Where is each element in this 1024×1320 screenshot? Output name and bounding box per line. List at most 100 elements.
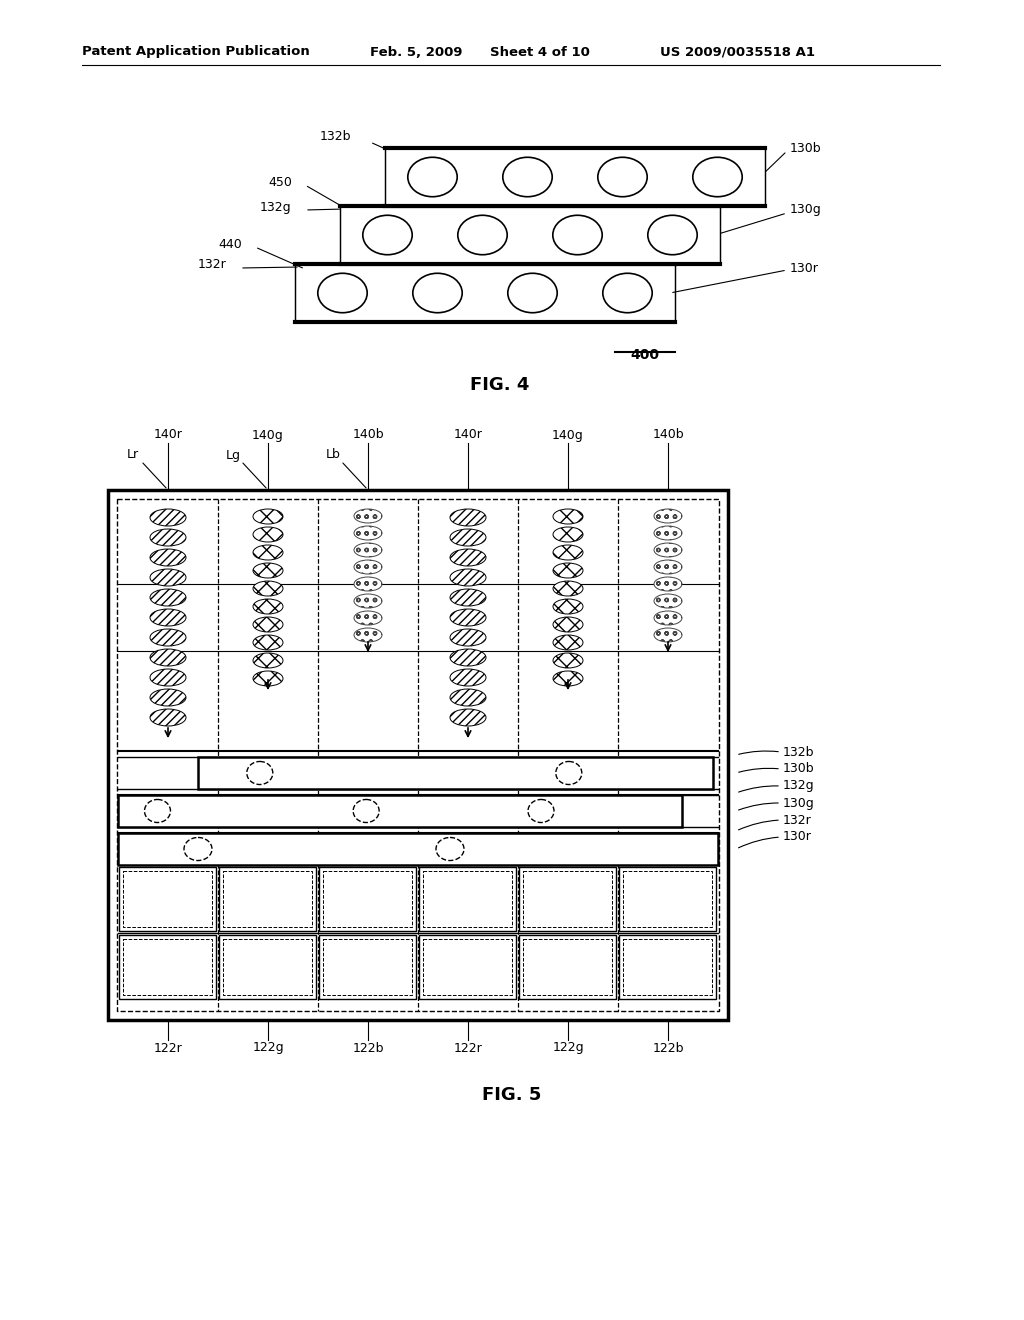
Bar [319,935,416,999]
Ellipse shape [450,669,486,686]
Ellipse shape [354,560,382,574]
Text: Lg: Lg [225,449,241,462]
Bar [519,935,616,999]
Text: 132r: 132r [198,259,226,272]
Ellipse shape [450,689,486,706]
Ellipse shape [654,510,682,523]
Text: 122b: 122b [352,1041,384,1055]
Ellipse shape [553,564,583,578]
Ellipse shape [150,589,186,606]
Ellipse shape [253,653,283,668]
Bar [223,871,312,927]
Text: 130g: 130g [790,203,821,216]
Text: 130r: 130r [790,261,819,275]
Bar [198,756,713,789]
Bar [523,939,612,995]
Bar [623,939,712,995]
Ellipse shape [654,543,682,557]
Ellipse shape [253,599,283,614]
Ellipse shape [553,671,583,686]
Ellipse shape [450,510,486,525]
Ellipse shape [150,529,186,546]
Bar [118,833,718,865]
Ellipse shape [450,569,486,586]
Text: 140r: 140r [454,429,482,441]
Ellipse shape [253,510,283,524]
Ellipse shape [654,628,682,642]
Bar [123,871,212,927]
Bar [319,867,416,931]
Ellipse shape [450,549,486,566]
Ellipse shape [150,609,186,626]
Bar [618,935,716,999]
Bar [519,867,616,931]
Bar [219,867,316,931]
Text: 122b: 122b [652,1041,684,1055]
Ellipse shape [253,635,283,649]
Ellipse shape [150,669,186,686]
Ellipse shape [654,577,682,591]
Bar [323,871,412,927]
Bar [419,867,516,931]
Ellipse shape [354,543,382,557]
Ellipse shape [553,581,583,597]
Text: Lb: Lb [326,449,340,462]
Ellipse shape [150,649,186,667]
Text: 122r: 122r [454,1041,482,1055]
Ellipse shape [553,616,583,632]
Text: FIG. 4: FIG. 4 [470,376,529,393]
Ellipse shape [654,525,682,540]
Ellipse shape [553,635,583,649]
Text: 400: 400 [631,348,659,362]
Ellipse shape [354,577,382,591]
Bar [340,206,720,264]
Ellipse shape [450,529,486,546]
Ellipse shape [253,671,283,686]
Ellipse shape [150,689,186,706]
Text: 122g: 122g [552,1041,584,1055]
Text: 130b: 130b [783,763,815,776]
Bar [219,935,316,999]
Ellipse shape [553,527,583,543]
Bar [419,935,516,999]
Text: US 2009/0035518 A1: US 2009/0035518 A1 [660,45,815,58]
Text: Sheet 4 of 10: Sheet 4 of 10 [490,45,590,58]
Text: Lr: Lr [127,449,139,462]
Text: FIG. 5: FIG. 5 [482,1086,542,1104]
Bar [223,939,312,995]
Ellipse shape [450,649,486,667]
Text: 140r: 140r [154,429,182,441]
Bar [385,148,765,206]
Bar [623,871,712,927]
Ellipse shape [354,510,382,523]
Ellipse shape [354,594,382,609]
Ellipse shape [553,510,583,524]
Text: 132g: 132g [783,780,815,792]
Ellipse shape [354,628,382,642]
Ellipse shape [450,630,486,645]
Ellipse shape [150,510,186,525]
Text: 140g: 140g [552,429,584,441]
Bar [108,490,728,1020]
Bar [618,867,716,931]
Bar [123,939,212,995]
Text: 140b: 140b [352,429,384,441]
Ellipse shape [150,709,186,726]
Bar [118,795,682,828]
Text: 132r: 132r [783,813,812,826]
Ellipse shape [450,709,486,726]
Text: Patent Application Publication: Patent Application Publication [82,45,309,58]
Text: 140b: 140b [652,429,684,441]
Text: 130g: 130g [783,796,815,809]
Bar [323,939,412,995]
Text: 130b: 130b [790,141,821,154]
Ellipse shape [654,611,682,624]
Bar [295,264,675,322]
Ellipse shape [150,569,186,586]
Text: 140g: 140g [252,429,284,441]
Text: 450: 450 [268,177,292,190]
Bar [423,871,512,927]
Ellipse shape [553,545,583,560]
Text: 132b: 132b [783,746,814,759]
Ellipse shape [654,594,682,609]
